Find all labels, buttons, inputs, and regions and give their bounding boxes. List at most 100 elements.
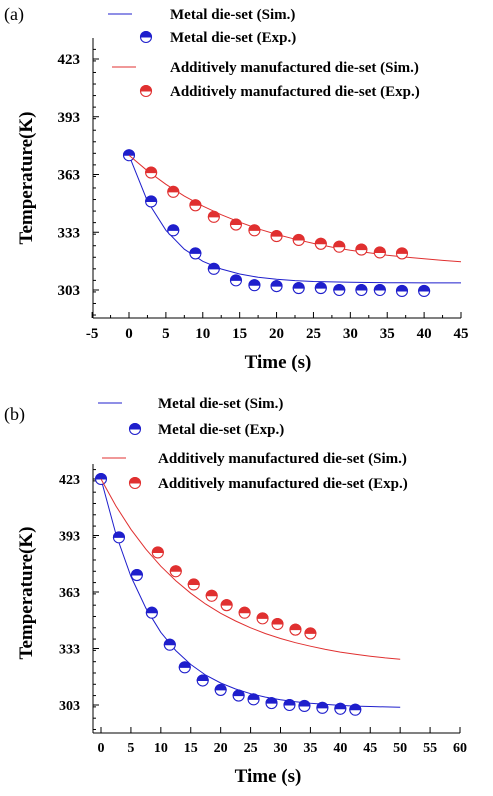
legend-swatch-marker-fill [139,85,153,92]
data-point-metal-die-set-exp-fill [189,247,202,254]
x-tick-label: 5 [127,741,134,756]
data-point-metal-die-set-exp-fill [196,674,209,682]
legend-swatch-marker-fill [128,423,142,430]
data-point-additively-manufactured-die-set-exp [395,247,409,260]
data-point-metal-die-set-exp [112,531,125,544]
data-point-metal-die-set-exp-fill [214,684,227,691]
y-tick-label: 303 [58,283,81,299]
panel-label: (a) [4,4,24,25]
data-point-additively-manufactured-die-set-exp [304,627,317,640]
data-point-additively-manufactured-die-set-exp-fill [270,230,283,237]
data-point-metal-die-set-exp-fill [207,262,220,270]
data-point-additively-manufactured-die-set-exp-fill [248,224,261,231]
legend-label: Metal die-set (Exp.) [158,422,284,438]
data-point-metal-die-set-exp [248,279,261,292]
data-point-metal-die-set-exp [292,282,305,295]
data-point-additively-manufactured-die-set-exp [270,230,283,243]
x-tick-label: 25 [244,741,258,756]
data-point-metal-die-set-exp-fill [229,274,242,281]
legend-swatch-marker [139,84,153,98]
x-tick-label: 45 [363,741,377,756]
data-point-metal-die-set-exp-fill [314,282,327,289]
y-tick-label: 363 [58,168,81,184]
data-point-additively-manufactured-die-set-exp-fill [355,243,368,251]
series-line-metal-die-set-sim [100,478,401,708]
y-tick-label: 303 [59,699,80,714]
data-point-additively-manufactured-die-set-exp [145,166,158,179]
data-point-metal-die-set-exp-fill [248,279,261,286]
data-point-additively-manufactured-die-set-exp-fill [207,210,220,218]
x-axis-title: Time (s) [235,766,302,787]
data-point-metal-die-set-exp-fill [316,701,329,709]
data-point-metal-die-set-exp-fill [178,661,191,668]
data-point-metal-die-set-exp [333,283,346,297]
data-point-additively-manufactured-die-set-exp-fill [373,246,386,253]
data-point-metal-die-set-exp [334,702,347,715]
data-point-metal-die-set-exp [270,280,283,293]
data-point-additively-manufactured-die-set-exp-fill [395,247,408,254]
y-tick-label: 333 [58,225,81,241]
x-tick-label: -5 [86,326,99,342]
x-tick-label: 45 [454,326,469,342]
data-point-additively-manufactured-die-set-exp [167,185,180,198]
x-tick-label: 40 [333,741,347,756]
legend-label: Metal die-set (Sim.) [158,396,283,412]
legend-swatch-marker-fill [139,31,153,38]
series-line-additively-manufactured-die-set-sim [100,478,401,660]
legend-label: Additively manufactured die-set (Sim.) [158,451,407,467]
data-point-additively-manufactured-die-set-exp [220,599,233,612]
x-tick-label: 20 [269,326,284,342]
legend-label: Metal die-set (Sim.) [170,7,295,23]
data-point-metal-die-set-exp-fill [130,569,143,576]
data-point-additively-manufactured-die-set-exp-fill [256,612,269,619]
data-point-additively-manufactured-die-set-exp [207,210,220,223]
legend-label: Additively manufactured die-set (Sim.) [170,60,419,76]
data-point-metal-die-set-exp-fill [270,280,283,287]
data-point-additively-manufactured-die-set-exp-fill [167,185,180,193]
data-point-metal-die-set-exp-fill [395,285,408,292]
data-point-additively-manufactured-die-set-exp-fill [289,623,302,631]
data-point-additively-manufactured-die-set-exp-fill [271,618,284,625]
data-point-metal-die-set-exp [247,693,260,706]
data-point-metal-die-set-exp [314,282,327,295]
data-point-metal-die-set-exp [189,247,202,260]
data-point-additively-manufactured-die-set-exp [151,546,164,559]
data-point-additively-manufactured-die-set-exp-fill [333,240,346,248]
data-point-additively-manufactured-die-set-exp [373,246,386,259]
y-tick-label: 393 [59,530,80,545]
data-point-metal-die-set-exp [196,674,209,687]
legend-swatch-marker [128,422,142,436]
data-point-metal-die-set-exp-fill [333,284,346,291]
data-point-metal-die-set-exp-fill [112,531,125,538]
data-point-metal-die-set-exp [229,274,243,287]
data-point-additively-manufactured-die-set-exp [289,623,302,636]
x-tick-label: 60 [453,741,467,756]
x-tick-label: 30 [274,741,288,756]
data-point-additively-manufactured-die-set-exp [189,199,202,212]
data-point-metal-die-set-exp [373,283,386,297]
data-point-metal-die-set-exp-fill [247,693,260,700]
legend-swatch-marker-fill [128,477,142,484]
data-point-metal-die-set-exp [163,638,176,651]
data-point-additively-manufactured-die-set-exp-fill [314,237,327,245]
y-tick-label: 423 [59,473,80,488]
data-point-additively-manufactured-die-set-exp-fill [292,234,305,241]
series-line-additively-manufactured-die-set-sim [128,154,462,263]
x-tick-label: 55 [423,741,437,756]
x-tick-label: 35 [380,326,395,342]
data-point-additively-manufactured-die-set-exp-fill [205,589,218,597]
data-point-metal-die-set-exp-fill [418,285,431,292]
data-point-metal-die-set-exp-fill [122,149,136,156]
data-point-additively-manufactured-die-set-exp [271,617,284,631]
data-point-additively-manufactured-die-set-exp [248,224,261,237]
series-line-metal-die-set-sim [128,155,461,284]
data-point-metal-die-set-exp-fill [334,702,347,710]
x-tick-label: 0 [98,741,105,756]
data-point-metal-die-set-exp-fill [145,606,158,614]
x-tick-label: 5 [162,326,170,342]
legend-label: Additively manufactured die-set (Exp.) [158,476,408,492]
data-point-additively-manufactured-die-set-exp [333,240,346,253]
x-tick-label: 10 [154,741,168,756]
data-point-metal-die-set-exp [232,689,245,702]
y-axis-title: Temperature(K) [16,112,37,245]
